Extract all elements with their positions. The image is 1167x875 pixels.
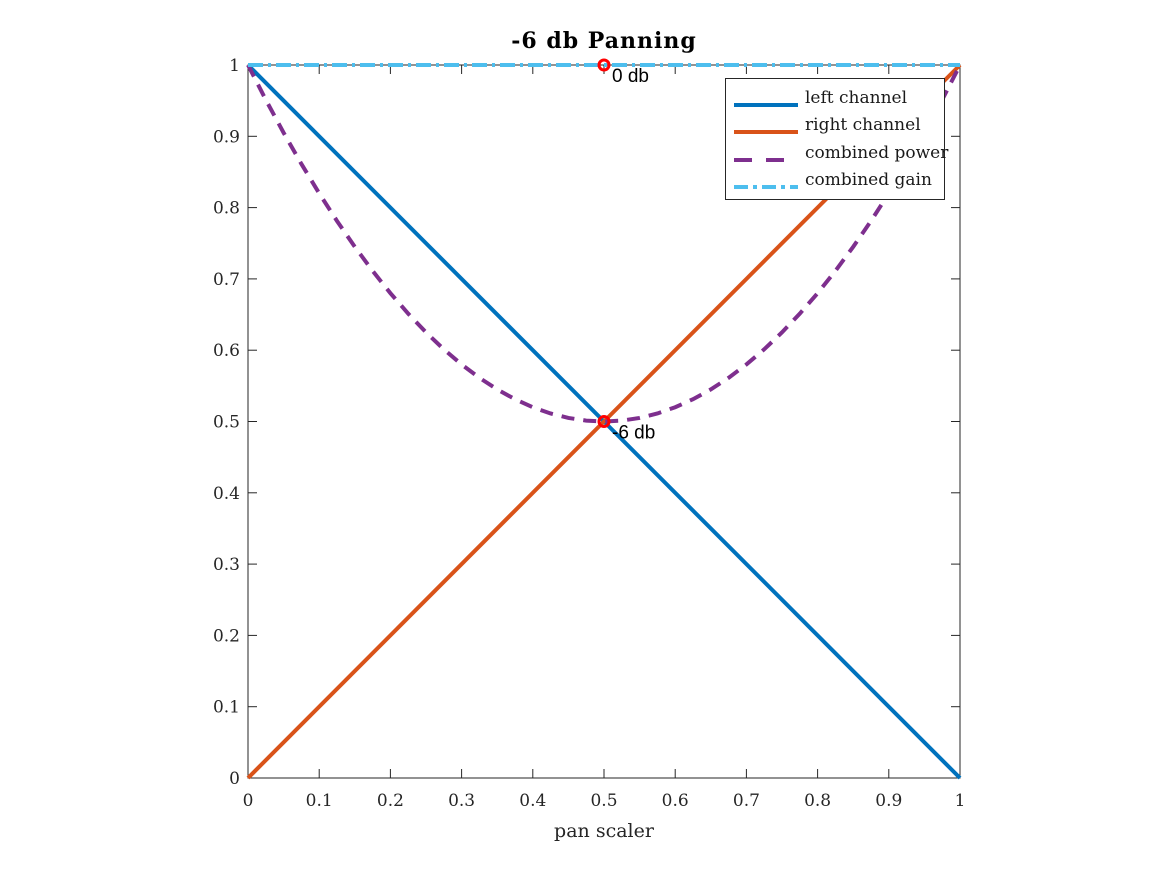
legend-sample-line bbox=[734, 185, 798, 190]
legend-label-right-channel: right channel bbox=[805, 115, 921, 136]
legend-label-combined-gain: combined gain bbox=[805, 170, 932, 191]
x-tick-label: 0.7 bbox=[733, 791, 760, 811]
legend-line-sample-left-channel bbox=[734, 94, 798, 107]
y-tick-label: 0.5 bbox=[213, 413, 240, 433]
y-tick-label: 0.1 bbox=[213, 698, 240, 718]
y-tick-label: 0.4 bbox=[213, 484, 240, 504]
legend-label-combined-power: combined power bbox=[805, 142, 949, 163]
x-tick-label: 0.3 bbox=[448, 791, 475, 811]
legend-item-left-channel: left channel bbox=[734, 88, 936, 108]
legend-sample-line bbox=[734, 157, 798, 162]
legend: left channel right channel combined powe… bbox=[725, 78, 948, 200]
legend-item-combined-gain: combined gain bbox=[734, 170, 936, 190]
x-tick-label: 0.2 bbox=[377, 791, 404, 811]
y-tick-label: 0.3 bbox=[213, 555, 240, 575]
x-axis-label: pan scaler bbox=[554, 820, 654, 842]
legend-item-combined-power: combined power bbox=[734, 143, 948, 163]
y-tick-label: 1 bbox=[229, 56, 240, 76]
annotation-marker--6-db bbox=[597, 415, 611, 428]
y-tick-label: 0.7 bbox=[213, 270, 240, 290]
legend-label-left-channel: left channel bbox=[805, 87, 908, 108]
x-tick-label: 0.5 bbox=[590, 791, 617, 811]
y-tick-label: 0.8 bbox=[213, 199, 240, 219]
legend-sample-line bbox=[734, 102, 798, 107]
y-tick-label: 0.6 bbox=[213, 341, 240, 361]
y-tick-label: 0.2 bbox=[213, 626, 240, 646]
annotation-marker-0-db bbox=[597, 58, 611, 72]
legend-item-right-channel: right channel bbox=[734, 115, 936, 135]
annotation-label--6-db: -6 db bbox=[612, 423, 655, 444]
x-tick-label: 0.8 bbox=[804, 791, 831, 811]
x-tick-label: 0.4 bbox=[519, 791, 546, 811]
y-tick-label: 0 bbox=[229, 769, 240, 789]
legend-line-sample-combined-gain bbox=[734, 176, 798, 190]
x-tick-label: 0.6 bbox=[662, 791, 689, 811]
x-tick-label: 1 bbox=[955, 791, 966, 811]
x-tick-label: 0 bbox=[243, 791, 254, 811]
annotation-label-0-db: 0 db bbox=[612, 66, 649, 87]
legend-sample-line bbox=[734, 130, 798, 135]
legend-line-sample-right-channel bbox=[734, 121, 798, 135]
y-tick-label: 0.9 bbox=[213, 127, 240, 147]
x-tick-label: 0.9 bbox=[875, 791, 902, 811]
legend-line-sample-combined-power bbox=[734, 149, 798, 162]
chart-title: -6 db Panning bbox=[511, 28, 697, 54]
series-combined-power bbox=[246, 64, 962, 424]
x-tick-label: 0.1 bbox=[306, 791, 333, 811]
